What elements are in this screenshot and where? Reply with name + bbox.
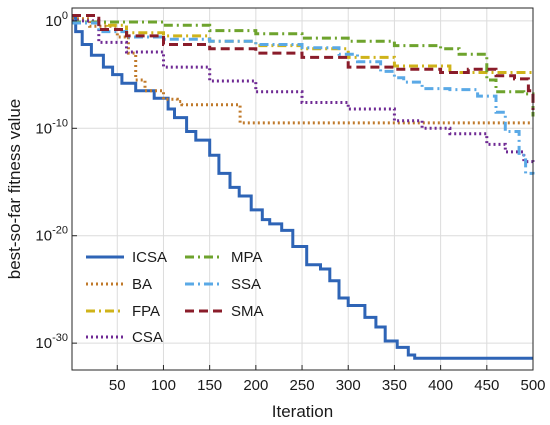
x-tick-label: 250 xyxy=(290,377,315,394)
y-tick-label: 10-30 xyxy=(35,332,68,352)
legend-label-fpa: FPA xyxy=(132,303,160,320)
x-tick-label: 450 xyxy=(474,377,499,394)
legend-label-ba: BA xyxy=(132,276,152,293)
series-line-sma xyxy=(72,14,535,110)
legend-label-sma: SMA xyxy=(231,303,264,320)
legend: ICSA BA FPA CSA MPA SSA SMA xyxy=(86,249,264,346)
x-tick-label: 100 xyxy=(151,377,176,394)
series-line-mpa xyxy=(72,20,535,117)
x-tick-label: 400 xyxy=(428,377,453,394)
legend-label-icsa: ICSA xyxy=(132,249,167,266)
x-tick-label: 500 xyxy=(520,377,545,394)
series-line-csa xyxy=(72,19,535,164)
x-tick-labels: 50 100 150 200 250 300 350 400 450 500 xyxy=(109,377,546,394)
series-line-ssa xyxy=(72,21,535,175)
x-axis-title: Iteration xyxy=(272,402,333,421)
series-line-icsa xyxy=(72,16,533,360)
legend-label-ssa: SSA xyxy=(231,276,261,293)
legend-label-csa: CSA xyxy=(132,329,163,346)
y-tick-label: 10-10 xyxy=(35,117,68,137)
x-tick-label: 150 xyxy=(197,377,222,394)
y-tick-label: 10-20 xyxy=(35,225,68,245)
x-tick-label: 300 xyxy=(336,377,361,394)
y-tick-label: 100 xyxy=(45,10,68,30)
series-lines xyxy=(72,14,535,360)
axis-ticks xyxy=(72,20,534,370)
x-tick-label: 50 xyxy=(109,377,126,394)
y-tick-labels: 100 10-10 10-20 10-30 xyxy=(35,10,68,352)
legend-label-mpa: MPA xyxy=(231,249,262,266)
y-axis-title: best-so-far fitness value xyxy=(5,99,24,279)
x-tick-label: 350 xyxy=(382,377,407,394)
x-tick-label: 200 xyxy=(243,377,268,394)
